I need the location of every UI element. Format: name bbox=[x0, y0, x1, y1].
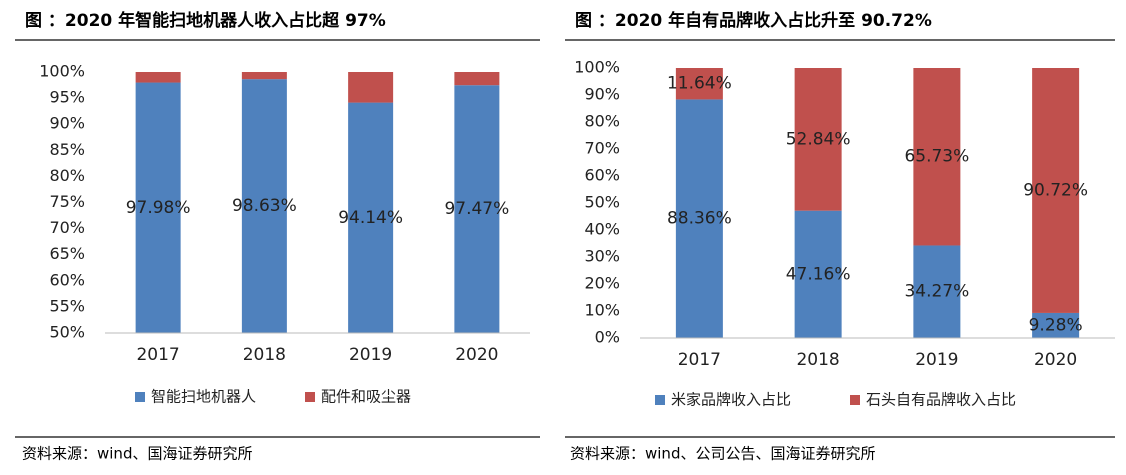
bar-segment bbox=[1032, 312, 1080, 338]
data-label: 65.73% bbox=[904, 147, 969, 167]
y-tick-label: 70% bbox=[49, 218, 85, 237]
y-tick-label: 55% bbox=[49, 296, 85, 315]
source-note: 资料来源：wind、公司公告、国海证券研究所 bbox=[570, 445, 875, 463]
source-note: 资料来源：wind、国海证券研究所 bbox=[22, 445, 252, 463]
y-tick-label: 60% bbox=[584, 166, 620, 185]
y-tick-label: 70% bbox=[584, 139, 620, 158]
x-tick-label: 2020 bbox=[1034, 350, 1077, 370]
data-label: 98.63% bbox=[232, 196, 297, 216]
y-tick-label: 65% bbox=[49, 244, 85, 263]
y-tick-label: 95% bbox=[49, 88, 85, 107]
legend-label: 石头自有品牌收入占比 bbox=[866, 391, 1016, 409]
bar-segment bbox=[241, 79, 287, 333]
x-tick-label: 2018 bbox=[243, 345, 286, 365]
y-tick-label: 85% bbox=[49, 140, 85, 159]
y-tick-label: 30% bbox=[584, 247, 620, 266]
bar-segment bbox=[913, 245, 961, 338]
data-label: 47.16% bbox=[786, 264, 851, 284]
y-tick-label: 20% bbox=[584, 274, 620, 293]
bar-segment bbox=[1032, 68, 1080, 313]
data-label: 34.27% bbox=[904, 282, 969, 302]
legend-label: 米家品牌收入占比 bbox=[671, 391, 791, 409]
bar-segment bbox=[454, 85, 500, 333]
chart-title: 图 ：2020 年自有品牌收入占比升至 90.72% bbox=[575, 10, 932, 31]
bar-segment bbox=[135, 72, 181, 83]
bar-segment bbox=[675, 99, 723, 338]
y-tick-label: 90% bbox=[49, 114, 85, 133]
bar-segment bbox=[675, 68, 723, 100]
data-label: 88.36% bbox=[667, 209, 732, 229]
y-tick-label: 50% bbox=[584, 193, 620, 212]
bar-segment bbox=[135, 82, 181, 333]
bar-segment bbox=[348, 72, 394, 103]
y-tick-label: 10% bbox=[584, 301, 620, 320]
data-label: 94.14% bbox=[338, 208, 403, 228]
data-label: 11.64% bbox=[667, 74, 732, 94]
x-tick-label: 2017 bbox=[678, 350, 721, 370]
x-tick-label: 2019 bbox=[915, 350, 958, 370]
data-label: 90.72% bbox=[1023, 180, 1088, 200]
y-tick-label: 100% bbox=[574, 58, 620, 77]
chart-title: 图 ：2020 年智能扫地机器人收入占比超 97% bbox=[25, 10, 386, 31]
y-tick-label: 75% bbox=[49, 192, 85, 211]
bar-segment bbox=[241, 72, 287, 80]
y-tick-label: 100% bbox=[39, 62, 85, 81]
y-tick-label: 60% bbox=[49, 270, 85, 289]
data-label: 52.84% bbox=[786, 129, 851, 149]
bar-segment bbox=[794, 210, 842, 338]
y-tick-label: 80% bbox=[49, 166, 85, 185]
y-tick-label: 0% bbox=[595, 328, 620, 347]
bar-segment bbox=[348, 102, 394, 333]
bar-segment bbox=[794, 68, 842, 211]
data-label: 97.98% bbox=[126, 198, 191, 218]
y-tick-label: 90% bbox=[584, 85, 620, 104]
legend-label: 智能扫地机器人 bbox=[151, 388, 256, 406]
legend-swatch bbox=[305, 392, 315, 402]
legend-swatch bbox=[135, 392, 145, 402]
legend-swatch bbox=[850, 395, 860, 405]
legend-swatch bbox=[655, 395, 665, 405]
bar-segment bbox=[913, 68, 961, 246]
x-tick-label: 2018 bbox=[796, 350, 839, 370]
legend-label: 配件和吸尘器 bbox=[321, 388, 411, 406]
x-tick-label: 2019 bbox=[349, 345, 392, 365]
y-tick-label: 80% bbox=[584, 112, 620, 131]
data-label: 9.28% bbox=[1029, 315, 1083, 335]
data-label: 97.47% bbox=[444, 199, 509, 219]
y-tick-label: 50% bbox=[49, 323, 85, 342]
x-tick-label: 2020 bbox=[455, 345, 498, 365]
bar-segment bbox=[454, 72, 500, 86]
y-tick-label: 40% bbox=[584, 220, 620, 239]
x-tick-label: 2017 bbox=[136, 345, 179, 365]
